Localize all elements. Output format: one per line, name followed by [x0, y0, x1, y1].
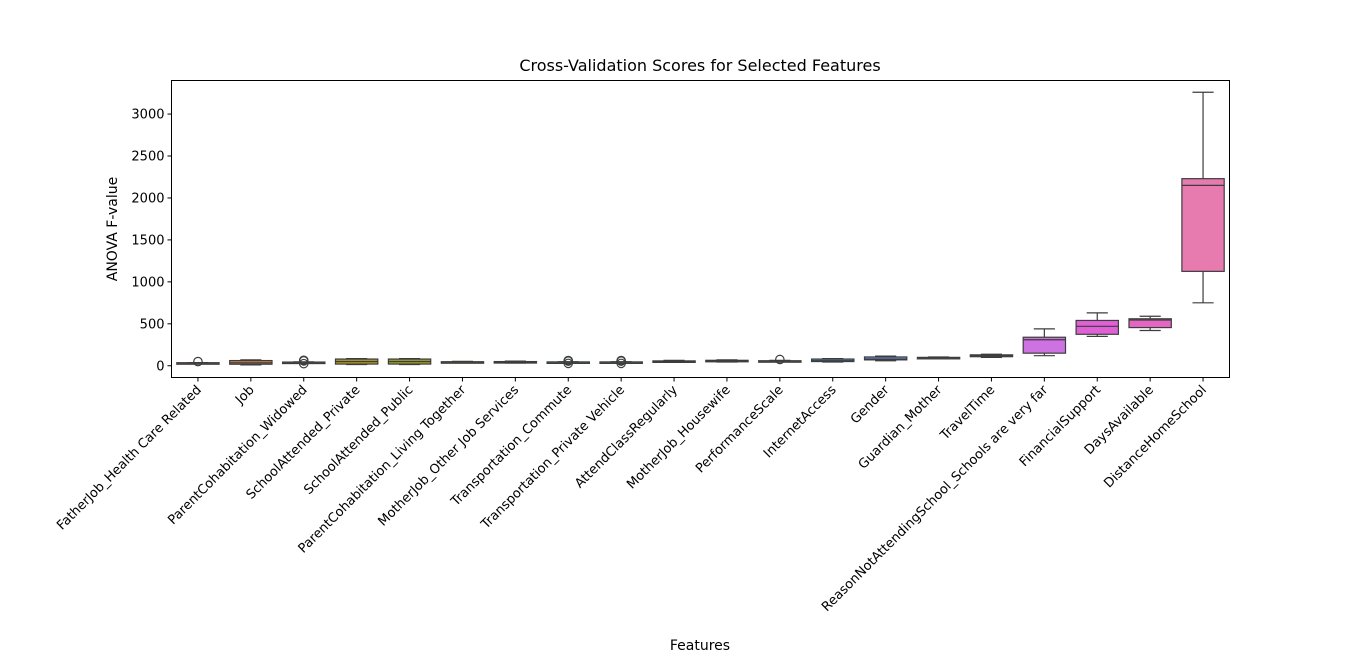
box-4 [387, 358, 432, 366]
box-0 [176, 356, 220, 367]
x-tick-label: AttendClassRegularly [572, 383, 681, 492]
box-body [863, 356, 908, 361]
chart-title: Cross-Validation Scores for Selected Fea… [519, 56, 880, 75]
x-tick-label: Gender [848, 382, 893, 427]
plot-frame [171, 80, 1230, 378]
box-7 [546, 355, 591, 369]
box-6 [493, 360, 538, 364]
box-18 [1128, 315, 1172, 332]
outlier-point [193, 356, 203, 367]
box-5 [440, 360, 485, 364]
box-10 [705, 359, 749, 363]
plot-area [176, 91, 1225, 369]
box-body [1128, 318, 1172, 329]
box-12 [810, 358, 855, 363]
box-13 [863, 355, 908, 362]
y-tick-label: 3000 [131, 108, 164, 123]
y-tick-label: 500 [140, 317, 165, 332]
y-axis-label: ANOVA F-value [105, 177, 121, 282]
x-tick-label: Job [232, 383, 257, 408]
box-16 [1022, 328, 1067, 357]
outlier-point [298, 358, 309, 369]
box-19 [1181, 91, 1225, 304]
y-tick-label: 2000 [131, 191, 164, 206]
box-8 [599, 355, 643, 369]
x-tick-label: MotherJob_Housewife [624, 383, 734, 493]
x-tick-label: SchoolAttended_Public [301, 383, 416, 498]
box-body [1181, 178, 1225, 272]
x-tick-label: PerformanceScale [693, 383, 787, 477]
box-14 [916, 356, 961, 360]
box-11 [758, 354, 802, 365]
outlier-point [775, 354, 785, 365]
box-1 [229, 359, 273, 366]
x-axis-label: Features [670, 638, 730, 654]
y-tick-label: 0 [156, 359, 164, 374]
outlier-point [298, 355, 309, 366]
y-axis: 0 500 1000 1500 2000 2500 3000 [131, 108, 172, 374]
box-2 [281, 355, 326, 369]
x-axis: FatherJob_Health Care Related JobParentCo… [54, 377, 1210, 615]
x-tick-label: DistanceHomeSchool [1101, 383, 1209, 491]
box-body [1022, 336, 1067, 354]
outlier-point [563, 355, 574, 366]
y-tick-label: 1500 [131, 233, 164, 248]
box-17 [1075, 312, 1120, 337]
box-9 [652, 359, 696, 363]
box-15 [969, 353, 1014, 358]
y-tick-label: 2500 [131, 150, 164, 165]
y-tick-label: 1000 [131, 275, 164, 290]
box-3 [334, 358, 379, 366]
outlier-point [616, 355, 626, 366]
box-body [1075, 319, 1120, 335]
